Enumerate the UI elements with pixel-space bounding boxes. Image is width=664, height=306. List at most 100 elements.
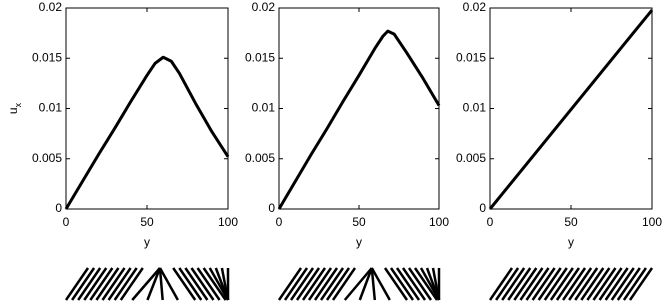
fibre xyxy=(283,267,309,301)
fibre xyxy=(628,267,654,301)
fibre xyxy=(107,267,132,301)
fibre xyxy=(113,267,138,301)
y-axis-label: ux xyxy=(6,102,23,114)
data-line xyxy=(64,55,230,210)
fibre xyxy=(413,267,439,301)
fibre xyxy=(289,267,315,301)
fibre xyxy=(537,267,562,301)
fibre xyxy=(543,267,568,301)
x-tick-label: 0 xyxy=(487,215,494,229)
fibre xyxy=(401,267,427,301)
fibre xyxy=(383,267,409,301)
fibre xyxy=(295,267,321,301)
y-tick-label: 0 xyxy=(55,201,62,215)
y-tick-label: 0.005 xyxy=(456,151,486,165)
fibre xyxy=(95,267,120,301)
y-axis-label-subscript: x xyxy=(13,102,23,107)
fibre xyxy=(319,267,345,301)
y-tick-label: 0.01 xyxy=(252,101,276,115)
fibre xyxy=(513,267,538,301)
y-axis-label-base: u xyxy=(6,107,20,114)
fibre xyxy=(592,267,617,301)
fibre xyxy=(604,267,629,301)
x-tick-label: 50 xyxy=(352,215,366,229)
fibre xyxy=(277,267,303,301)
fibre xyxy=(101,267,126,301)
fibre xyxy=(307,267,333,301)
x-tick-label: 100 xyxy=(642,215,662,229)
fibre xyxy=(525,267,550,301)
fibre xyxy=(172,267,197,301)
x-axis-label: y xyxy=(144,235,150,249)
x-tick-label: 0 xyxy=(276,215,283,229)
fibre xyxy=(196,267,221,301)
y-tick-label: 0.01 xyxy=(39,101,63,115)
x-axis-label: y xyxy=(568,235,574,249)
fibre xyxy=(622,267,647,301)
fibre xyxy=(519,267,544,301)
fibre xyxy=(325,267,351,301)
fibre xyxy=(146,267,162,301)
fibre xyxy=(507,267,532,301)
x-tick-label: 50 xyxy=(140,215,154,229)
x-tick-label: 100 xyxy=(429,215,449,229)
data-line xyxy=(488,9,654,210)
y-tick-label: 0.02 xyxy=(39,0,63,14)
fibre xyxy=(358,267,373,301)
y-tick-label: 0.015 xyxy=(245,50,275,64)
fibre xyxy=(574,267,599,301)
y-tick-label: 0 xyxy=(268,201,275,215)
fibre xyxy=(580,267,605,301)
y-tick-label: 0.01 xyxy=(463,101,487,115)
fibre xyxy=(531,267,556,301)
fibre xyxy=(89,267,114,301)
fibre xyxy=(158,267,179,301)
fibre xyxy=(616,267,641,301)
fibre xyxy=(301,267,327,301)
fibre xyxy=(331,267,357,301)
y-tick-label: 0.005 xyxy=(32,151,62,165)
x-axis-label: y xyxy=(356,235,362,249)
fibre xyxy=(131,267,161,301)
fibre xyxy=(555,267,580,301)
fibre-diagram xyxy=(277,267,441,301)
fibre xyxy=(313,267,339,301)
fibre xyxy=(549,267,574,301)
fibre xyxy=(586,267,611,301)
y-tick-label: 0.005 xyxy=(245,151,275,165)
fibre xyxy=(389,267,415,301)
x-tick-label: 50 xyxy=(564,215,578,229)
fibre xyxy=(190,267,215,301)
x-tick-label: 100 xyxy=(218,215,238,229)
y-tick-label: 0.015 xyxy=(456,50,486,64)
fibre xyxy=(370,267,391,301)
fibre xyxy=(568,267,593,301)
fibre xyxy=(488,267,514,301)
fibre xyxy=(64,267,90,301)
fibre-diagram xyxy=(64,267,230,301)
fibre xyxy=(119,267,144,301)
fibre xyxy=(343,267,373,301)
y-tick-label: 0.02 xyxy=(252,0,276,14)
fibre xyxy=(370,267,377,301)
plot-frame xyxy=(65,7,229,210)
fibre xyxy=(610,267,635,301)
fibre xyxy=(178,267,203,301)
fibre xyxy=(184,267,209,301)
fibre xyxy=(83,267,108,301)
fibre xyxy=(501,267,526,301)
x-tick-label: 0 xyxy=(63,215,70,229)
fibre xyxy=(77,267,102,301)
fibre xyxy=(495,267,520,301)
y-tick-label: 0.02 xyxy=(463,0,487,14)
fibre xyxy=(562,267,587,301)
fibre xyxy=(71,267,96,301)
fibre xyxy=(598,267,623,301)
fibre xyxy=(395,267,421,301)
data-line xyxy=(277,29,441,210)
fibre xyxy=(158,267,164,301)
plot-frame xyxy=(278,7,440,210)
fibre xyxy=(407,267,433,301)
fibre xyxy=(202,267,227,301)
